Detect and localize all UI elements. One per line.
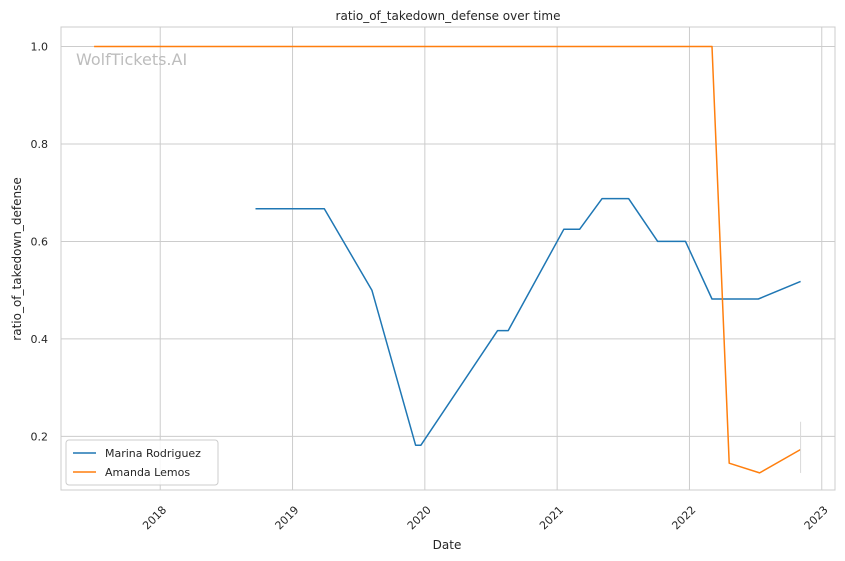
legend-frame [65,439,219,486]
legend-label-marina-rodriguez: Marina Rodriguez [105,447,201,460]
y-tick-label: 0.6 [31,235,49,248]
plot-frame [60,26,836,491]
x-tick-label: 2019 [272,503,301,532]
x-axis-label: Date [433,538,462,552]
legend: Marina Rodriguez Amanda Lemos [65,439,219,486]
x-tick-label: 2020 [405,503,434,532]
x-tick-label: 2022 [669,503,698,532]
watermark: WolfTickets.AI [76,50,187,69]
x-tick-label: 2021 [537,503,566,532]
y-tick-label: 0.2 [31,430,49,443]
x-tick-label: 2023 [802,503,831,532]
grid [61,27,835,490]
y-axis-label: ratio_of_takedown_defense [10,177,24,340]
series-line-marina-rodriguez [255,197,801,446]
series-line-amanda-lemos [94,45,801,474]
y-tick-label: 0.8 [31,138,49,151]
y-tick-label: 1.0 [31,40,49,53]
y-tick-label: 0.4 [31,333,49,346]
legend-label-amanda-lemos: Amanda Lemos [105,466,190,479]
series-layer [94,45,802,474]
chart-title: ratio_of_takedown_defense over time [336,9,561,23]
x-tick-label: 2018 [140,503,169,532]
